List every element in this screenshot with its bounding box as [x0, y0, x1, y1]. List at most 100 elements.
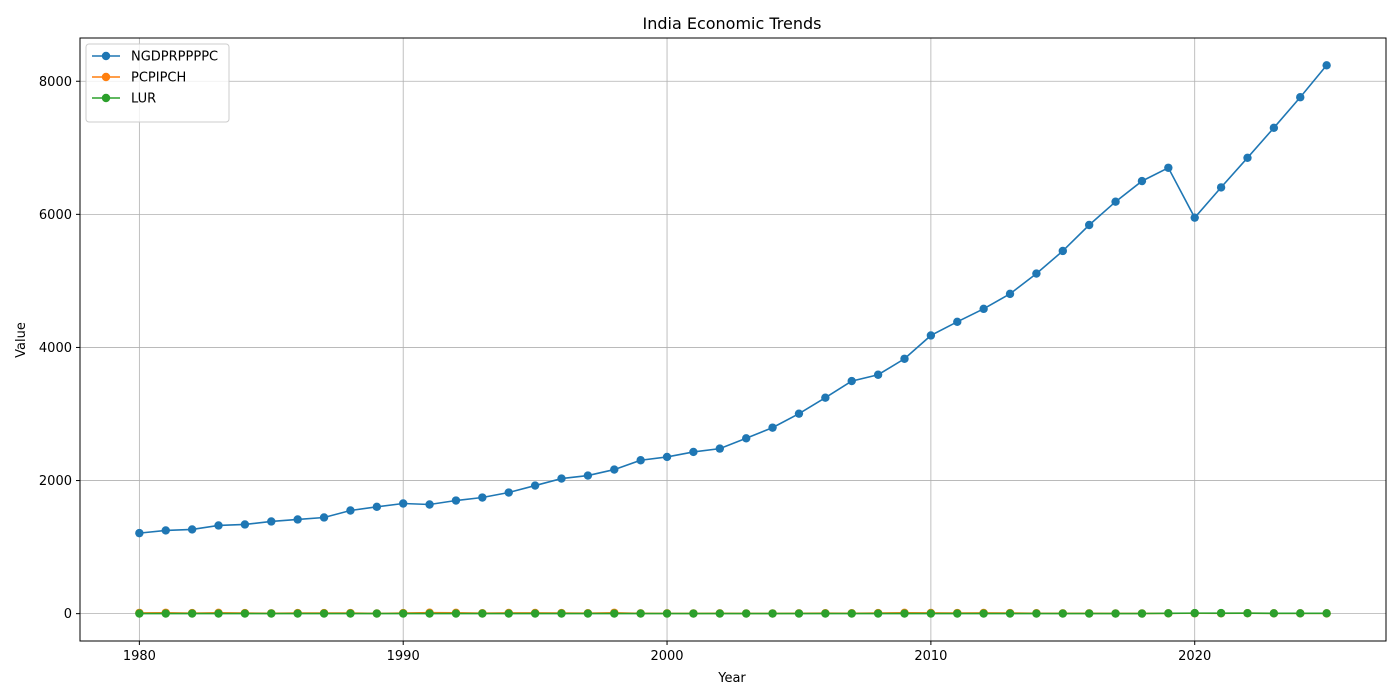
data-point: [1216, 608, 1226, 618]
data-point: [267, 517, 276, 526]
data-point: [847, 609, 856, 618]
data-point: [1164, 609, 1173, 618]
data-point: [636, 456, 645, 465]
data-point: [1058, 246, 1067, 256]
data-point: [478, 609, 487, 618]
legend-marker: [101, 93, 111, 103]
y-tick-label: 0: [64, 607, 72, 622]
data-point: [161, 526, 170, 535]
data-point: [741, 434, 751, 443]
series-ngdprppppc: [135, 61, 1331, 538]
data-point: [926, 331, 936, 340]
data-point: [451, 609, 461, 618]
data-point: [1058, 609, 1067, 618]
series-layer: [135, 61, 1331, 618]
legend-label: NGDPRPPPPC: [131, 50, 218, 65]
legend: NGDPRPPPPC PCPIPCH LUR: [85, 43, 230, 123]
data-point: [1005, 609, 1015, 618]
y-tick-label: 2000: [39, 474, 72, 489]
data-point: [346, 506, 355, 515]
data-point: [1190, 608, 1199, 618]
data-point: [1296, 93, 1305, 102]
data-point: [583, 471, 593, 480]
data-point: [715, 444, 725, 453]
data-point: [1111, 609, 1120, 618]
data-point: [1032, 269, 1041, 278]
data-point: [741, 609, 751, 618]
data-point: [214, 521, 223, 530]
data-point: [293, 609, 302, 618]
data-point: [662, 452, 672, 462]
data-point: [372, 609, 382, 618]
legend-marker: [101, 72, 111, 82]
data-point: [1216, 183, 1226, 192]
legend-marker: [101, 51, 111, 61]
data-point: [504, 488, 513, 497]
data-point: [610, 609, 619, 618]
data-point: [821, 609, 830, 618]
data-point: [530, 609, 540, 618]
x-tick-label: 2010: [914, 649, 947, 664]
data-point: [794, 409, 804, 418]
data-point: [399, 499, 408, 508]
chart-title: India Economic Trends: [642, 14, 821, 33]
data-point: [187, 525, 197, 534]
data-point: [240, 520, 250, 529]
data-point: [873, 370, 883, 379]
legend-label: LUR: [131, 92, 156, 107]
data-point: [319, 513, 329, 522]
x-tick-label: 2000: [650, 649, 683, 664]
data-point: [346, 609, 355, 618]
data-point: [214, 609, 223, 618]
data-point: [1005, 289, 1015, 299]
data-point: [135, 609, 144, 618]
data-point: [1243, 608, 1252, 618]
data-point: [715, 609, 725, 618]
data-point: [979, 304, 988, 314]
data-point: [425, 500, 434, 509]
data-point: [293, 515, 302, 524]
data-point: [267, 609, 276, 618]
legend-label: PCPIPCH: [131, 71, 186, 86]
legend-item: PCPIPCH: [92, 71, 186, 86]
x-tick-label: 2020: [1178, 649, 1211, 664]
data-point: [768, 423, 777, 432]
data-point: [689, 447, 698, 457]
data-point: [953, 609, 962, 618]
data-point: [1111, 197, 1120, 206]
data-point: [1243, 153, 1252, 162]
data-point: [900, 609, 909, 618]
data-point: [1269, 123, 1279, 133]
data-point: [768, 609, 777, 618]
data-point: [319, 609, 329, 618]
y-tick-label: 8000: [39, 75, 72, 90]
data-point: [979, 609, 988, 618]
data-point: [1269, 609, 1279, 618]
data-point: [1164, 163, 1173, 172]
y-tick-label: 4000: [39, 341, 72, 356]
data-point: [926, 609, 936, 618]
data-point: [636, 609, 645, 618]
data-point: [1084, 220, 1094, 230]
x-tick-label: 1980: [123, 649, 156, 664]
data-point: [399, 609, 408, 618]
y-tick-label: 6000: [39, 208, 72, 223]
data-point: [953, 317, 962, 327]
data-point: [847, 376, 856, 386]
data-point: [662, 609, 672, 618]
data-point: [1032, 609, 1041, 618]
series-lur: [135, 608, 1331, 618]
data-point: [1137, 176, 1147, 186]
data-point: [135, 528, 144, 538]
data-point: [1322, 609, 1331, 618]
data-point: [1190, 213, 1199, 222]
data-point: [583, 609, 593, 618]
legend-item: NGDPRPPPPC: [92, 50, 218, 65]
data-point: [610, 465, 619, 474]
data-point: [1296, 609, 1305, 618]
data-point: [1084, 609, 1094, 618]
y-ticks: 0 2000 4000 6000 8000: [39, 75, 80, 622]
data-point: [504, 609, 513, 618]
data-point: [451, 496, 461, 505]
